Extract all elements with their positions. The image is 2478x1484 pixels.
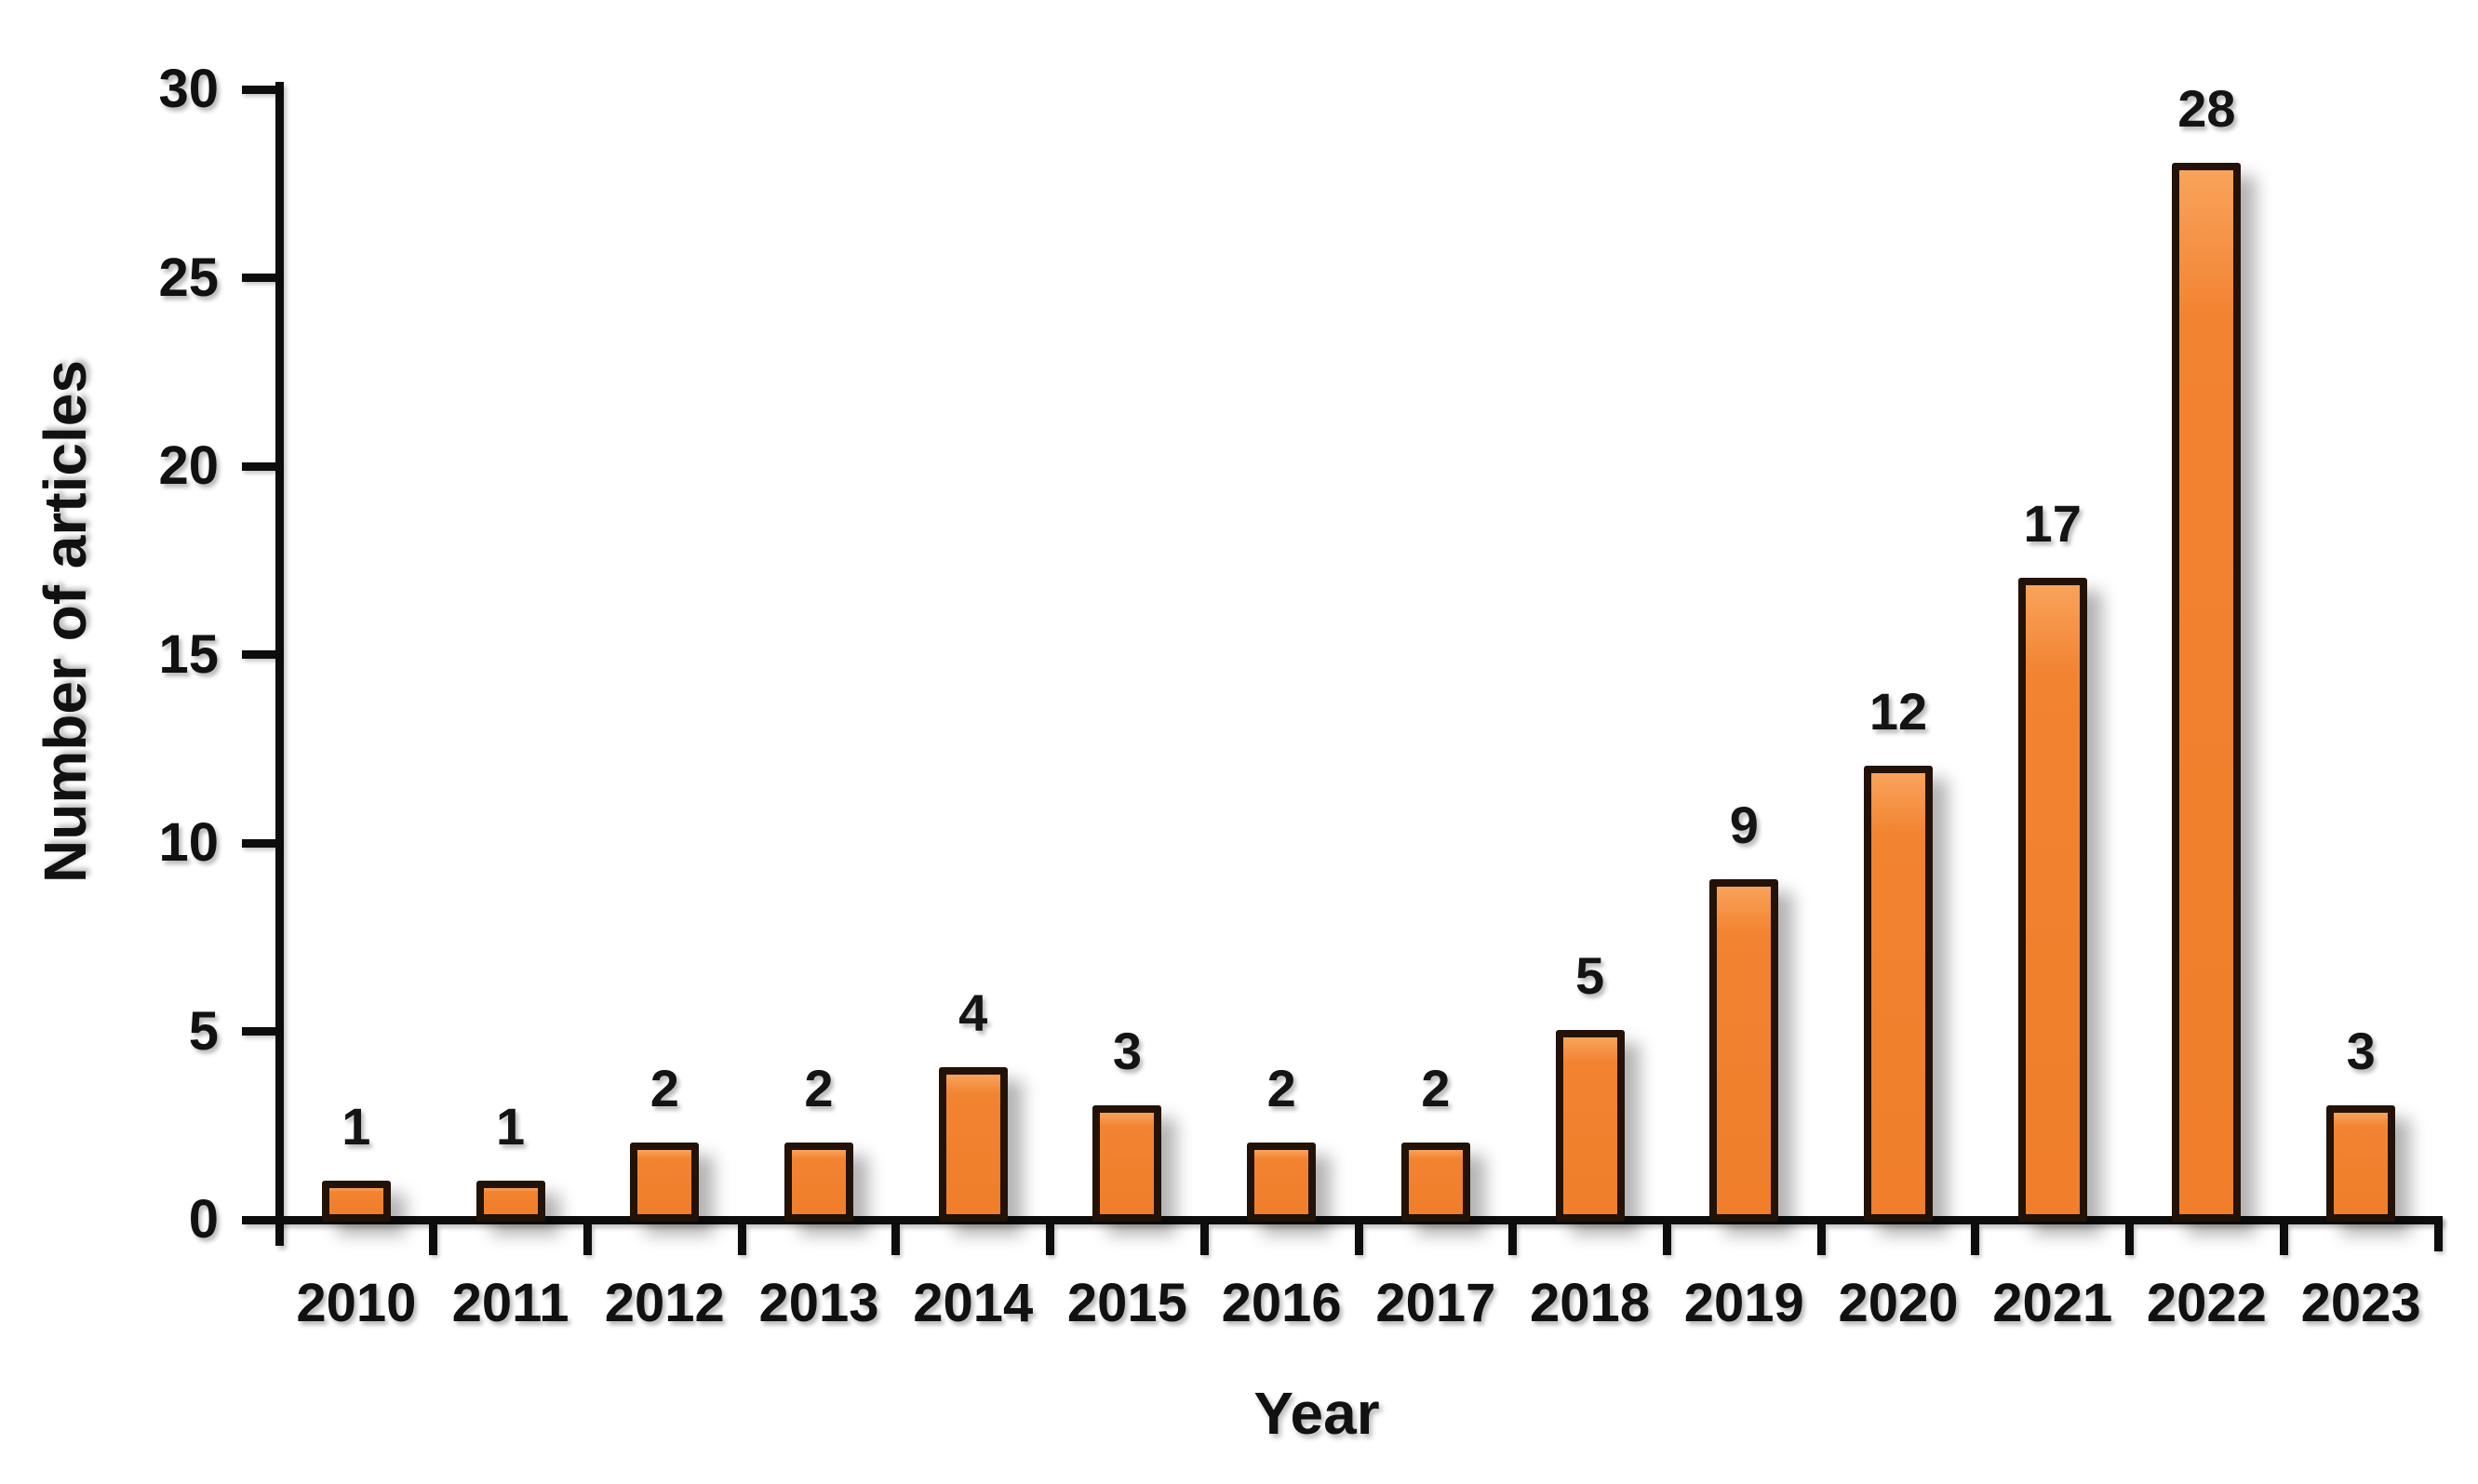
x-tick-label-2021: 2021 [1992,1273,2113,1333]
x-tick-label-2022: 2022 [2146,1273,2267,1333]
bar-2020 [1864,766,1933,1222]
x-axis-tick-8 [1508,1223,1518,1255]
x-tick-label-2023: 2023 [2300,1273,2421,1333]
bar-value-2015: 3 [1112,1021,1142,1080]
y-axis-tick-10 [242,838,279,848]
x-axis-title: Year [1253,1380,1380,1447]
y-tick-label-30: 30 [158,59,219,119]
x-axis-tick-5 [1046,1223,1055,1255]
bar-2018 [1555,1029,1625,1222]
x-axis-endcap-tick [2433,1215,2443,1251]
y-tick-label-25: 25 [158,247,219,308]
bar-2017 [1400,1143,1470,1222]
bar-value-2010: 1 [342,1096,371,1156]
x-axis-tick-3 [737,1223,746,1255]
y-axis-tick-30 [242,85,279,94]
bar-value-2013: 2 [804,1059,834,1117]
bar-value-2021: 17 [2023,493,2082,553]
x-axis-tick-6 [1199,1223,1209,1255]
x-tick-label-2017: 2017 [1375,1273,1496,1333]
bar-value-2020: 12 [1869,682,1928,741]
y-axis-tick-15 [242,650,279,659]
bar-2012 [630,1143,700,1222]
x-tick-label-2015: 2015 [1066,1273,1187,1333]
y-axis-tick-20 [242,461,279,471]
x-tick-label-2012: 2012 [604,1273,725,1333]
y-axis-line [275,82,284,1246]
bar-value-2019: 9 [1729,795,1759,854]
y-tick-label-0: 0 [188,1189,219,1250]
y-axis-tick-5 [242,1027,279,1036]
x-axis-tick-13 [2279,1223,2288,1255]
bar-value-2017: 2 [1421,1059,1451,1117]
bar-value-2014: 4 [958,983,988,1042]
x-tick-label-2013: 2013 [758,1273,879,1333]
y-tick-label-5: 5 [188,1000,219,1062]
x-axis-tick-9 [1662,1223,1671,1255]
bar-value-2011: 1 [495,1096,526,1156]
x-axis-tick-2 [583,1223,592,1255]
bar-value-2022: 28 [2177,79,2236,138]
bar-value-2016: 2 [1266,1059,1296,1117]
x-tick-label-2010: 2010 [296,1273,417,1333]
x-axis-line [242,1215,2443,1224]
y-tick-label-10: 10 [158,812,219,873]
y-axis-title: Number of articles [32,360,99,883]
x-axis-tick-7 [1354,1223,1363,1255]
x-tick-label-2020: 2020 [1838,1273,1959,1333]
y-tick-label-15: 15 [158,623,219,685]
y-axis-tick-25 [242,274,279,282]
bar-value-2018: 5 [1574,945,1605,1005]
bar-2015 [1092,1104,1162,1222]
x-tick-label-2019: 2019 [1683,1273,1804,1333]
bar-2023 [2326,1104,2396,1222]
bar-2010 [321,1180,391,1222]
x-axis-tick-10 [1816,1223,1826,1255]
x-tick-label-2018: 2018 [1530,1273,1651,1333]
x-axis-tick-1 [429,1223,438,1255]
bar-2016 [1247,1143,1317,1222]
x-tick-label-2011: 2011 [451,1273,569,1333]
bar-value-2012: 2 [650,1059,679,1117]
bar-2014 [938,1067,1008,1222]
x-tick-label-2016: 2016 [1221,1273,1342,1333]
x-axis-tick-11 [1971,1223,1980,1255]
bar-2011 [476,1180,545,1222]
bar-2019 [1709,878,1779,1222]
bar-2022 [2172,163,2242,1222]
bar-2021 [2017,577,2087,1222]
x-axis-tick-12 [2125,1223,2135,1255]
y-tick-label-20: 20 [158,435,219,496]
x-axis-tick-4 [891,1223,901,1255]
bar-2013 [784,1143,853,1222]
bar-value-2023: 3 [2346,1021,2376,1080]
x-tick-label-2014: 2014 [913,1273,1034,1333]
